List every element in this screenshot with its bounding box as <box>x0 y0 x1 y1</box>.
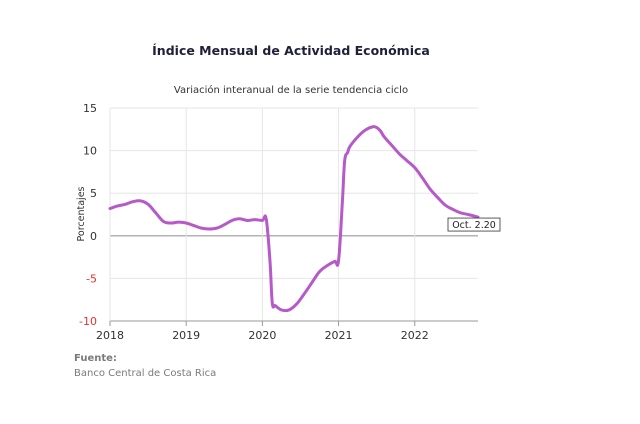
annotation-box <box>447 217 501 232</box>
y-tick-label: -10 <box>79 315 97 328</box>
x-tick-label: 2020 <box>248 329 276 342</box>
y-tick-label: 15 <box>83 102 97 115</box>
y-tick-label: -5 <box>86 272 97 285</box>
annotation-layer: Oct. 2.20 <box>447 217 501 232</box>
chart-subtitle: Variación interanual de la serie tendenc… <box>174 84 408 96</box>
source-title: Fuente: <box>74 353 117 364</box>
x-axis-ticks: 2018 2019 2020 2021 2022 <box>96 329 429 342</box>
y-tick-label: 5 <box>90 187 97 200</box>
series-line <box>108 125 480 313</box>
y-tick-label: 0 <box>90 230 97 243</box>
x-tick-label: 2019 <box>172 329 200 342</box>
series-layer <box>108 125 480 313</box>
x-tick-label: 2022 <box>401 329 429 342</box>
source-text: Banco Central de Costa Rica <box>74 368 217 379</box>
chart-title: Índice Mensual de Actividad Económica <box>152 43 430 58</box>
x-tick-label: 2018 <box>96 329 124 342</box>
gridlines <box>109 107 478 326</box>
y-axis-ticks: 15 10 5 0 -5 -10 <box>79 102 97 328</box>
y-tick-label: 10 <box>83 145 97 158</box>
x-tick-label: 2021 <box>325 329 353 342</box>
annotation-label: Oct. 2.20 <box>452 220 496 231</box>
y-axis-label: Porcentajes <box>76 186 87 241</box>
annotation-callout: Oct. 2.20 <box>447 217 501 232</box>
